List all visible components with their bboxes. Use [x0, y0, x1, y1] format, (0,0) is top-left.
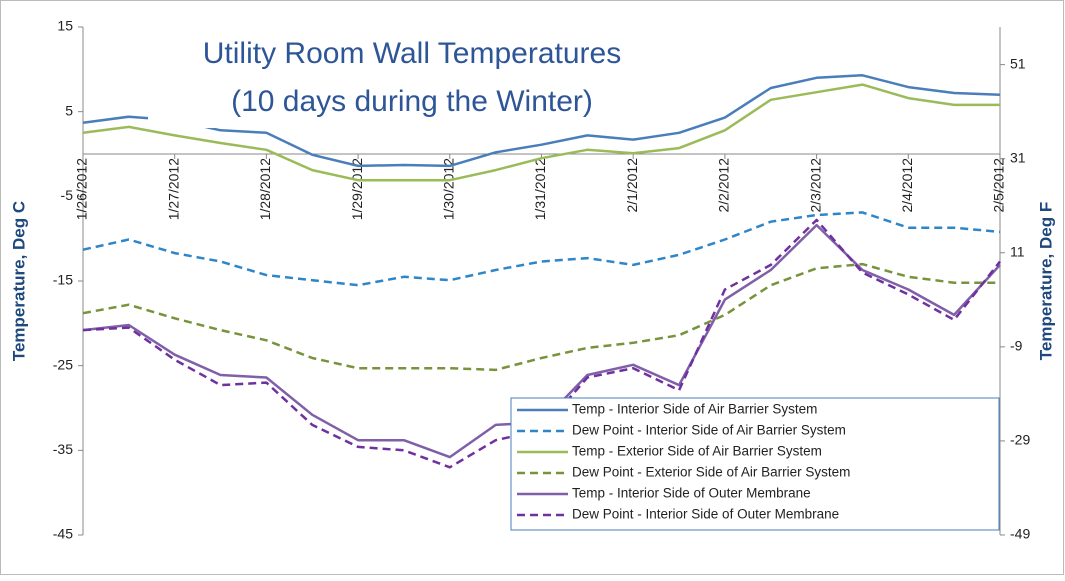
y2-tick-label: 51	[1010, 55, 1026, 71]
legend: Temp - Interior Side of Air Barrier Syst…	[510, 397, 1000, 531]
y2-tick-label: 11	[1010, 243, 1025, 259]
y2-tick-label: -9	[1010, 338, 1023, 354]
series-line	[82, 211, 1001, 287]
series-line	[82, 262, 1000, 372]
legend-label: Dew Point - Interior Side of Air Barrier…	[572, 423, 846, 438]
series-line	[82, 83, 1000, 182]
x-tick-label: 1/30/2012	[441, 158, 457, 220]
y-tick-label: -5	[61, 187, 74, 203]
legend-frame	[510, 397, 1000, 531]
y-tick-label: -45	[53, 526, 73, 542]
x-tick-label: 2/2/2012	[716, 158, 732, 213]
x-tick-label: 1/26/2012	[74, 158, 90, 220]
y2-tick-label: -29	[1010, 432, 1030, 448]
y-tick-label: 5	[65, 102, 73, 118]
x-tick-label: 1/28/2012	[257, 158, 273, 220]
x-tick-label: 2/3/2012	[807, 158, 823, 213]
title-backdrop	[148, 30, 676, 128]
x-tick-label: 2/4/2012	[899, 158, 915, 213]
series-line	[82, 74, 1001, 168]
x-tick-label: 2/1/2012	[624, 158, 640, 213]
x-tick-label: 2/5/2012	[991, 158, 1007, 213]
chart-title: Utility Room Wall Temperatures	[203, 37, 621, 70]
y-tick-label: 15	[57, 18, 73, 34]
legend-label: Temp - Exterior Side of Air Barrier Syst…	[572, 444, 822, 459]
legend-label: Temp - Interior Side of Air Barrier Syst…	[572, 402, 817, 417]
y-tick-label: -15	[53, 272, 73, 288]
y-tick-label: -25	[53, 356, 73, 372]
legend-label: Temp - Interior Side of Outer Membrane	[572, 486, 811, 501]
chart-title: (10 days during the Winter)	[231, 85, 593, 118]
y2-axis-title: Temperature, Deg F	[1036, 202, 1055, 360]
x-tick-label: 1/27/2012	[165, 158, 181, 220]
legend-label: Dew Point - Interior Side of Outer Membr…	[572, 507, 839, 522]
plot-area: 15 5 -5 -15 -25 -35 -45 51 31 11 -9 -29 -49 1/26/2012…	[53, 18, 1031, 542]
x-tick-label: 1/31/2012	[532, 158, 548, 220]
y-tick-label: -35	[53, 441, 73, 457]
y2-tick-label: -49	[1010, 526, 1030, 542]
legend-label: Dew Point - Exterior Side of Air Barrier…	[572, 465, 850, 480]
x-tick-label: 1/29/2012	[349, 158, 365, 220]
y-axis-title: Temperature, Deg C	[9, 201, 28, 361]
y2-tick-label: 31	[1010, 149, 1026, 165]
